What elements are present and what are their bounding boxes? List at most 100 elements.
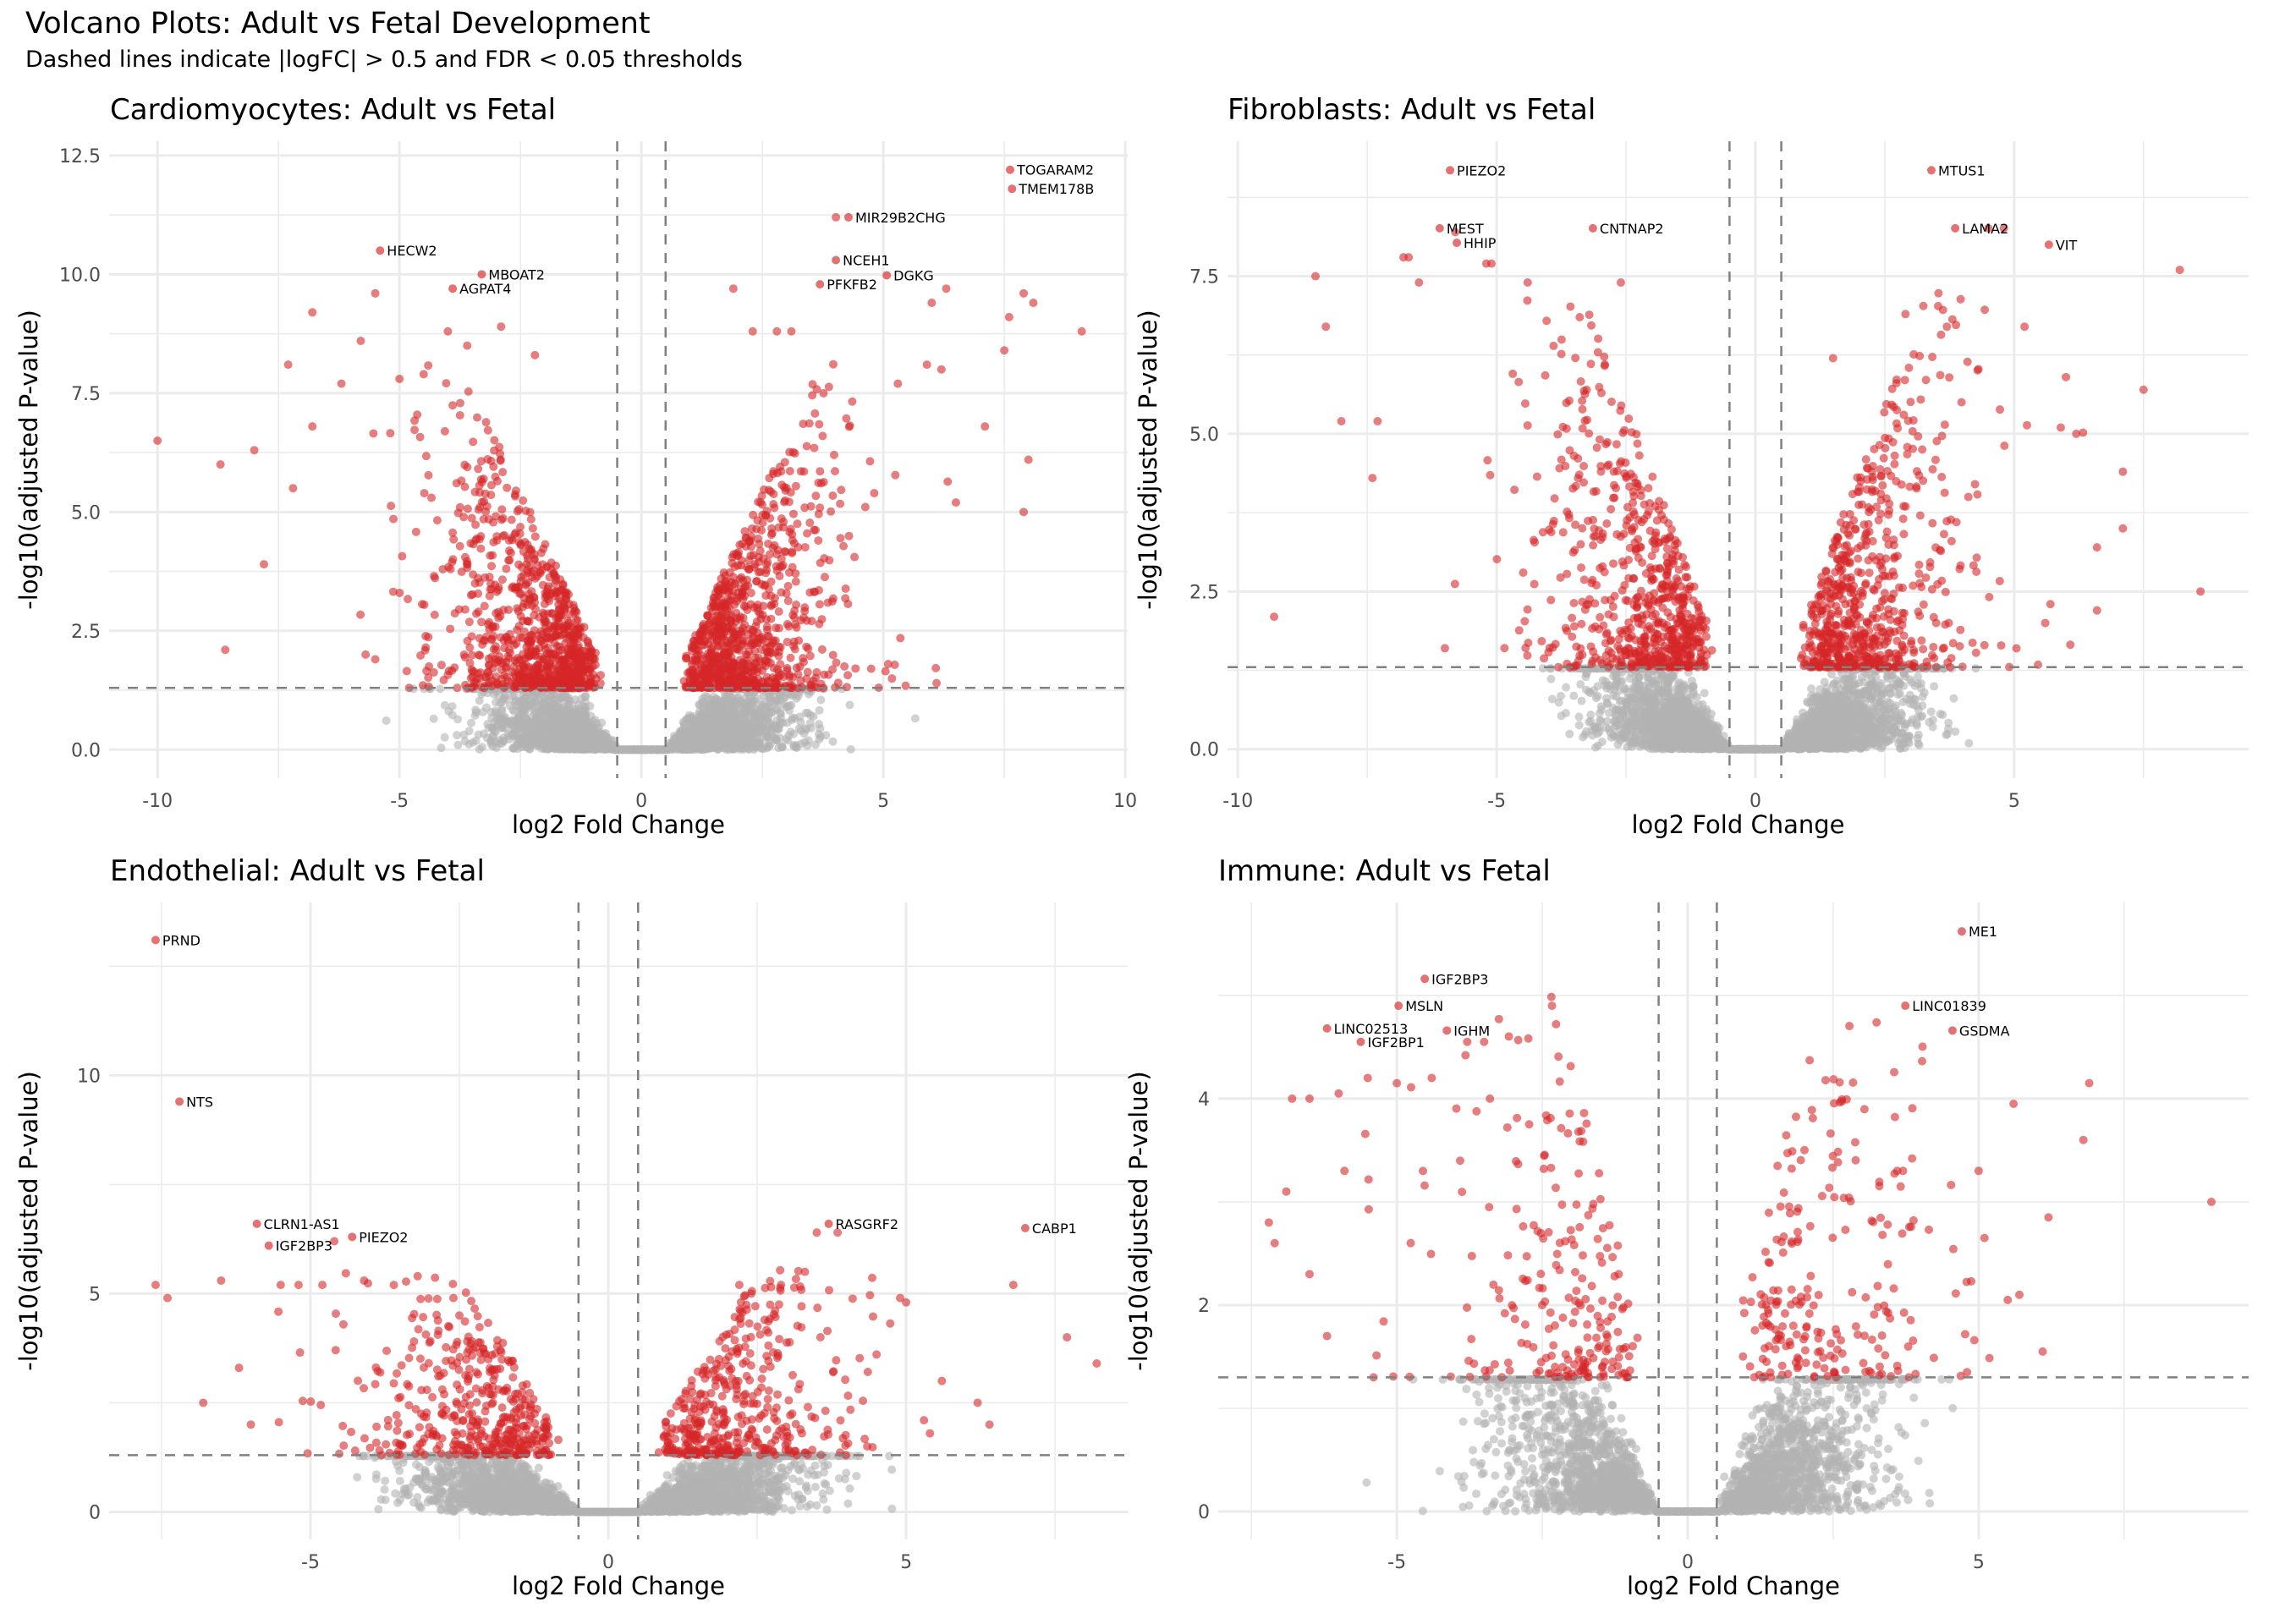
point-significant xyxy=(513,625,522,634)
point-significant xyxy=(810,525,819,535)
point-significant xyxy=(766,614,776,623)
point-significant xyxy=(780,547,789,557)
point-significant xyxy=(883,660,893,669)
point-significant xyxy=(785,568,794,577)
point-significant xyxy=(772,665,782,674)
point-significant xyxy=(771,636,780,645)
point-significant xyxy=(703,612,712,621)
point-significant xyxy=(443,326,453,336)
point-significant xyxy=(596,678,605,688)
point-significant xyxy=(497,515,506,524)
point-not-significant xyxy=(772,735,781,744)
point-significant xyxy=(410,425,420,435)
point-significant xyxy=(476,544,486,553)
point-significant xyxy=(513,654,522,663)
point-significant xyxy=(455,410,464,420)
x-tick-label: -5 xyxy=(390,791,409,812)
point-significant xyxy=(420,489,429,498)
point-significant xyxy=(783,596,793,606)
point-significant xyxy=(887,674,897,683)
point-significant xyxy=(460,605,470,614)
point-significant xyxy=(810,443,819,453)
point-significant xyxy=(808,391,817,400)
point-significant xyxy=(503,652,513,661)
point-significant xyxy=(762,622,772,631)
point-significant xyxy=(448,555,458,564)
point-significant xyxy=(819,388,828,398)
point-not-significant xyxy=(382,716,391,726)
point-significant xyxy=(402,667,411,676)
point-significant xyxy=(832,658,841,667)
gene-label: TOGARAM2 xyxy=(1016,162,1094,178)
point-significant xyxy=(542,649,552,658)
point-not-significant xyxy=(491,727,500,737)
point-significant xyxy=(442,379,451,388)
point-significant xyxy=(450,609,459,618)
point-significant xyxy=(772,566,782,575)
point-significant xyxy=(474,505,483,514)
point-not-significant xyxy=(532,718,541,727)
point-significant xyxy=(552,576,561,585)
point-significant xyxy=(525,665,535,674)
point-significant xyxy=(420,645,430,655)
point-significant xyxy=(710,627,719,636)
x-tick-label: 0 xyxy=(635,791,647,812)
point-significant xyxy=(763,678,772,687)
y-tick-label: 7.5 xyxy=(71,384,101,405)
point-significant xyxy=(716,580,725,590)
point-significant xyxy=(469,570,478,579)
point-significant xyxy=(749,510,758,519)
point-not-significant xyxy=(440,732,449,742)
point-significant xyxy=(455,398,464,408)
point-significant xyxy=(503,483,512,492)
point-not-significant xyxy=(495,738,504,748)
point-not-significant xyxy=(728,709,738,718)
point-not-significant xyxy=(764,738,773,747)
point-significant xyxy=(777,588,786,597)
point-significant xyxy=(492,672,501,682)
point-significant xyxy=(1019,508,1029,517)
point-significant xyxy=(486,584,495,594)
point-significant xyxy=(851,664,860,673)
gene-label: HECW2 xyxy=(387,243,437,259)
point-significant xyxy=(704,682,713,691)
point-significant xyxy=(772,550,782,559)
point-not-significant xyxy=(701,710,711,719)
point-significant xyxy=(462,559,471,568)
point-significant xyxy=(337,379,346,388)
point-not-significant xyxy=(764,710,773,719)
point-significant xyxy=(788,509,798,518)
point-significant xyxy=(682,654,691,663)
point-significant xyxy=(777,480,787,490)
point-significant xyxy=(371,288,380,298)
point-significant xyxy=(765,474,774,483)
point-significant xyxy=(828,650,838,660)
point-significant xyxy=(735,615,744,624)
point-significant xyxy=(711,602,720,612)
point-significant xyxy=(744,624,754,634)
point-significant xyxy=(493,679,503,689)
point-significant xyxy=(539,544,548,553)
point-significant xyxy=(513,604,522,613)
point-not-significant xyxy=(765,719,774,728)
gene-label: AGPAT4 xyxy=(459,281,511,297)
point-significant xyxy=(288,484,298,493)
point-significant xyxy=(470,487,480,497)
point-not-significant xyxy=(503,729,513,738)
point-significant xyxy=(823,598,832,607)
point-significant xyxy=(771,594,780,603)
point-significant xyxy=(489,462,498,471)
point-significant xyxy=(552,630,561,639)
point-not-significant xyxy=(706,721,716,731)
point-significant xyxy=(951,498,960,508)
point-not-significant xyxy=(493,719,503,728)
point-not-significant xyxy=(453,731,462,740)
point-significant xyxy=(153,436,162,446)
point-significant xyxy=(510,490,519,499)
point-not-significant xyxy=(453,740,463,749)
point-not-significant xyxy=(471,705,481,715)
point-significant xyxy=(770,503,779,513)
point-significant xyxy=(774,523,783,532)
point-significant xyxy=(499,636,508,645)
